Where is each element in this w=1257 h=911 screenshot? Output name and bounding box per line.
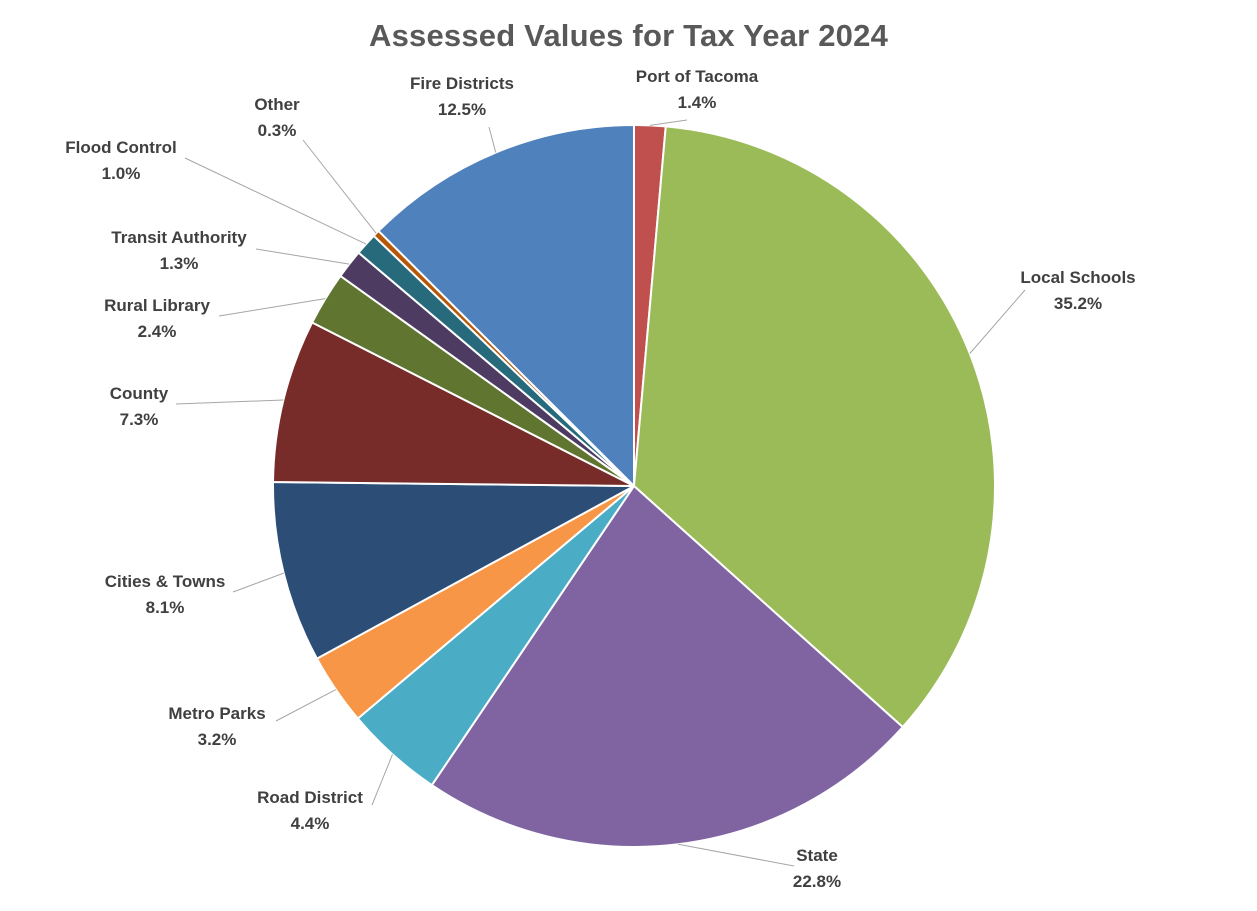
slice-label-fire-districts: Fire Districts	[410, 74, 514, 93]
leader-line-local-schools	[969, 289, 1026, 354]
slice-label-flood-control: Flood Control	[65, 138, 176, 157]
leader-line-port-of-tacoma	[649, 119, 688, 126]
slice-label-local-schools: Local Schools	[1020, 268, 1135, 287]
slice-percent-flood-control: 1.0%	[102, 164, 141, 183]
pie-slices	[272, 124, 996, 848]
pie-slice-county	[272, 321, 635, 487]
leader-line-rural-library	[218, 298, 326, 317]
slice-label-metro-parks: Metro Parks	[168, 704, 265, 723]
leader-lines	[175, 119, 1026, 867]
data-labels: Port of Tacoma 1.4% Local Schools 35.2% Stat…	[65, 67, 1135, 891]
slice-label-state: State	[796, 846, 838, 865]
slice-percent-fire-districts: 12.5%	[438, 100, 486, 119]
slice-percent-road-district: 4.4%	[291, 814, 330, 833]
leader-line-fire-districts	[488, 126, 497, 153]
pie-slice-cities-and-towns	[272, 481, 635, 660]
slice-percent-rural-library: 2.4%	[138, 322, 177, 341]
slice-label-rural-library: Rural Library	[104, 296, 210, 315]
leader-line-flood-control	[184, 157, 367, 245]
slice-percent-cities-and-towns: 8.1%	[146, 598, 185, 617]
slice-label-road-district: Road District	[257, 788, 363, 807]
slice-percent-transit-authority: 1.3%	[160, 254, 199, 273]
slice-percent-local-schools: 35.2%	[1054, 294, 1102, 313]
slice-label-port-of-tacoma: Port of Tacoma	[636, 67, 759, 86]
slice-percent-state: 22.8%	[793, 872, 841, 891]
leader-line-cities-and-towns	[232, 572, 284, 593]
slice-label-transit-authority: Transit Authority	[111, 228, 247, 247]
slice-label-cities-and-towns: Cities & Towns	[105, 572, 226, 591]
leader-line-state	[678, 843, 795, 867]
slice-percent-county: 7.3%	[120, 410, 159, 429]
pie-slice-state	[430, 485, 904, 848]
leader-line-road-district	[371, 754, 393, 806]
leader-line-transit-authority	[255, 248, 350, 265]
slice-percent-port-of-tacoma: 1.4%	[678, 93, 717, 112]
slice-label-other: Other	[254, 95, 300, 114]
leader-line-metro-parks	[275, 689, 337, 722]
pie-slice-local-schools	[633, 125, 996, 729]
slice-percent-other: 0.3%	[258, 121, 297, 140]
slice-label-county: County	[110, 384, 169, 403]
slice-percent-metro-parks: 3.2%	[198, 730, 237, 749]
leader-line-county	[175, 399, 284, 405]
chart-title: Assessed Values for Tax Year 2024	[368, 18, 889, 53]
leader-line-other	[302, 139, 377, 234]
